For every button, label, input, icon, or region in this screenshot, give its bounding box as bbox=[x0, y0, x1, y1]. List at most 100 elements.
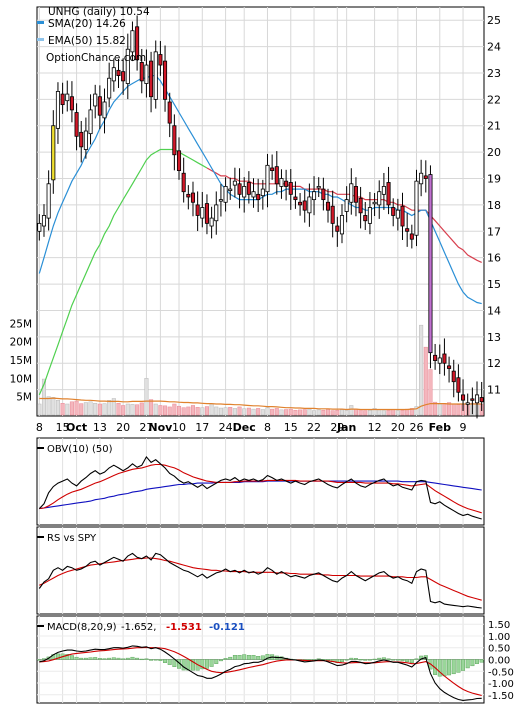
macd-histogram-bar bbox=[340, 659, 344, 663]
volume-bar bbox=[74, 400, 79, 416]
candle-body bbox=[111, 67, 116, 82]
macd-tick-label: 0.50 bbox=[488, 644, 510, 655]
macd-histogram-bar bbox=[181, 659, 186, 671]
candle-body bbox=[470, 398, 475, 401]
date-tick-label: Dec bbox=[233, 421, 256, 434]
volume-tick-label: 5M bbox=[16, 392, 32, 404]
price-tick-label: 12 bbox=[487, 357, 501, 370]
macd-histogram-bar bbox=[200, 659, 205, 670]
candle-body bbox=[88, 109, 93, 135]
candle-body bbox=[325, 201, 331, 211]
volume-bar bbox=[344, 409, 349, 416]
macd-hist-value: -0.121 bbox=[209, 622, 245, 633]
macd-histogram-bar bbox=[363, 659, 368, 661]
volume-bar bbox=[242, 408, 247, 416]
candle-body bbox=[260, 188, 265, 197]
macd-histogram-bar bbox=[79, 657, 84, 660]
candle-body bbox=[218, 199, 223, 202]
macd-histogram-bar bbox=[451, 659, 456, 675]
obv-header: OBV(10) (50) bbox=[37, 444, 113, 455]
date-tick-label: 10 bbox=[172, 421, 186, 434]
volume-bar bbox=[246, 407, 251, 416]
volume-bar bbox=[256, 408, 261, 416]
date-tick-label: Feb bbox=[429, 421, 452, 434]
source-label: OptionChance.com bbox=[46, 52, 146, 64]
volume-bar bbox=[60, 403, 65, 416]
ema50-line bbox=[206, 167, 482, 263]
volume-bar bbox=[69, 401, 74, 416]
macd-histogram-bar bbox=[372, 658, 377, 661]
macd-histogram-bar bbox=[83, 657, 88, 660]
macd-histogram-bar bbox=[475, 659, 479, 664]
candle-body bbox=[121, 71, 126, 82]
candle-body bbox=[339, 215, 345, 235]
date-tick-label: 26 bbox=[409, 421, 423, 434]
macd-histogram-bar bbox=[209, 659, 214, 667]
candle-body bbox=[163, 60, 168, 100]
candle-body bbox=[69, 96, 74, 111]
obv-series-line bbox=[39, 480, 482, 510]
candle-body bbox=[144, 64, 149, 84]
candle-body bbox=[149, 60, 154, 98]
macd-histogram-bar bbox=[400, 659, 405, 662]
macd-histogram-bar bbox=[144, 658, 149, 660]
volume-bar bbox=[358, 409, 363, 416]
macd-histogram-bar bbox=[139, 658, 144, 661]
candle-body bbox=[479, 397, 484, 403]
candle-body bbox=[195, 204, 200, 216]
volume-bar bbox=[298, 409, 303, 416]
macd-histogram-bar bbox=[65, 654, 70, 660]
candle-body bbox=[242, 186, 247, 198]
date-tick-label: 15 bbox=[284, 421, 298, 434]
volume-bar bbox=[321, 409, 326, 416]
candle-body bbox=[265, 164, 270, 193]
volume-bar bbox=[144, 378, 149, 416]
candle-body bbox=[461, 394, 466, 401]
macd-histogram-bar bbox=[391, 659, 396, 661]
volume-bar bbox=[181, 407, 186, 416]
volume-bar bbox=[130, 404, 135, 416]
macd-tick-label: 0.00 bbox=[488, 656, 510, 667]
candle-body bbox=[442, 353, 447, 364]
date-tick-label: 24 bbox=[219, 421, 233, 434]
candle-body bbox=[246, 182, 251, 195]
candle-body bbox=[344, 199, 349, 212]
macd-histogram-bar bbox=[237, 655, 242, 660]
price-tick-label: 17 bbox=[487, 225, 501, 238]
macd-histogram-bar bbox=[465, 659, 470, 669]
volume-bar bbox=[391, 409, 396, 416]
candle-body bbox=[79, 131, 84, 148]
macd-histogram-bar bbox=[37, 659, 42, 661]
volume-bar bbox=[167, 406, 172, 416]
macd-signal-value: -1.531 bbox=[166, 622, 202, 633]
volume-tick-label: 15M bbox=[10, 355, 32, 367]
candle-body bbox=[125, 48, 130, 84]
macd-histogram-bar bbox=[242, 654, 247, 660]
volume-bar bbox=[121, 405, 126, 416]
macd-tick-label: -0.50 bbox=[488, 667, 514, 678]
price-tick-label: 19 bbox=[487, 173, 501, 186]
candle-body bbox=[204, 203, 209, 224]
volume-bar bbox=[274, 408, 279, 416]
candle-body bbox=[55, 91, 60, 129]
obv-panel bbox=[36, 437, 485, 526]
candle-body bbox=[200, 207, 205, 219]
volume-bar bbox=[367, 409, 372, 416]
macd-histogram-bar bbox=[69, 655, 74, 660]
macd-histogram-bar bbox=[246, 655, 251, 660]
price-frame bbox=[36, 6, 485, 417]
volume-bar bbox=[102, 403, 107, 416]
volume-bar bbox=[279, 409, 284, 416]
volume-bar bbox=[288, 408, 293, 416]
macd-line bbox=[39, 645, 482, 701]
volume-bar bbox=[395, 410, 400, 416]
candle-body bbox=[139, 62, 144, 82]
candle-body bbox=[60, 93, 65, 106]
volume-bar bbox=[190, 405, 196, 416]
macd-histogram-bar bbox=[158, 659, 163, 661]
candle-body bbox=[186, 193, 191, 198]
volume-bar bbox=[232, 408, 237, 416]
macd-histogram-bar bbox=[232, 655, 237, 660]
